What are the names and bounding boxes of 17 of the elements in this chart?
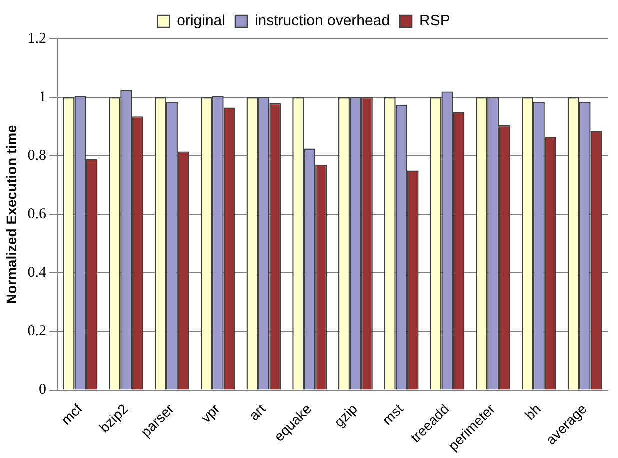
legend-label: RSP — [420, 12, 450, 30]
x-tick-label: mst — [379, 400, 406, 428]
legend-label: instruction overhead — [254, 12, 390, 30]
x-tick-label: gzip — [331, 400, 361, 430]
y-tick-label: 0.4 — [28, 265, 48, 282]
y-tick-label: 1 — [39, 89, 47, 106]
y-tick-label: 0.6 — [28, 206, 48, 223]
legend-label: original — [177, 12, 226, 30]
y-tick-label: 0 — [39, 382, 47, 398]
y-tick-label: 0.8 — [28, 148, 47, 164]
x-tick-label: mcf — [58, 400, 86, 428]
x-tick-label: bh — [522, 400, 544, 424]
y-tick-label: 0.2 — [28, 324, 47, 340]
x-tick-label: vpr — [198, 400, 224, 426]
y-tick-label: 1.2 — [28, 30, 47, 47]
x-tick-label: art — [246, 400, 269, 424]
y-axis-title: Normalized Execution time — [3, 124, 20, 304]
